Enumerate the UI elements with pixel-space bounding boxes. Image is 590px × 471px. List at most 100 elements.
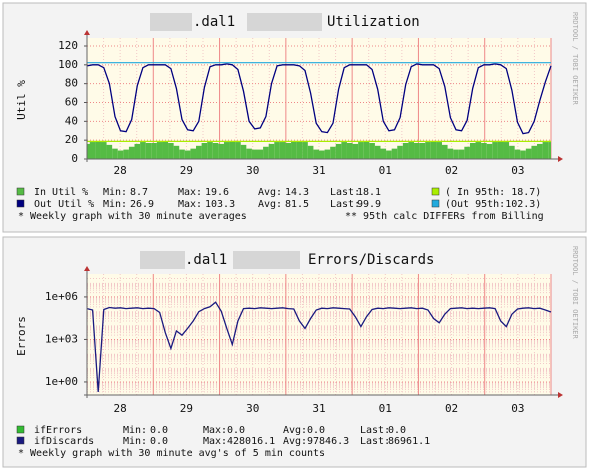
y-tick-label: 20	[65, 133, 78, 146]
blurred-text	[233, 251, 300, 269]
area-bar	[503, 142, 510, 159]
stat-value: 14.3	[285, 187, 309, 198]
area-bar	[537, 143, 543, 159]
area-bar	[128, 146, 135, 159]
area-bar	[201, 142, 208, 159]
percentile-label: (Out 95th:102.3)	[445, 199, 541, 210]
y-tick-label: 1e+00	[45, 375, 78, 388]
side-text: RRDTOOL / TOBI OETIKER	[571, 246, 579, 340]
x-tick-label: 03	[511, 164, 524, 177]
stat-label: Max:	[178, 187, 202, 198]
stat-label: Min:	[103, 187, 127, 198]
x-tick-label: 01	[379, 402, 392, 415]
area-bar	[531, 145, 538, 159]
area-bar	[397, 145, 403, 159]
area-bar	[117, 150, 124, 159]
area-bar	[240, 144, 247, 159]
stat-label: Avg:	[283, 425, 307, 436]
area-bar	[464, 146, 470, 159]
area-bar	[212, 142, 219, 159]
area-bar	[430, 141, 437, 159]
x-tick-label: 02	[445, 164, 458, 177]
area-bar	[486, 143, 493, 159]
area-bar	[324, 149, 331, 159]
y-tick-label: 80	[65, 77, 78, 90]
x-tick-label: 31	[312, 402, 325, 415]
y-axis-label: Errors	[15, 316, 28, 356]
legend-swatch	[431, 199, 440, 208]
area-bar	[402, 142, 409, 159]
area-bar	[419, 142, 426, 159]
legend-label: ifDiscards	[34, 436, 94, 447]
y-tick-label: 1e+03	[45, 332, 78, 345]
area-bar	[257, 149, 264, 159]
area-bar	[469, 142, 476, 159]
x-tick-label: 28	[114, 402, 127, 415]
area-bar	[335, 143, 342, 159]
area-bar	[408, 142, 415, 159]
x-tick-label: 29	[180, 164, 193, 177]
chart-title: Errors/Discards	[308, 252, 434, 268]
area-bar	[229, 141, 236, 159]
x-tick-label: 03	[511, 402, 524, 415]
area-bar	[447, 148, 454, 159]
note: * Weekly graph with 30 minute averages	[18, 211, 247, 222]
area-bar	[263, 146, 269, 159]
area-bar	[425, 142, 431, 159]
stat-label: Max:	[203, 436, 227, 447]
stat-value: 0.0	[150, 436, 168, 447]
area-bar	[246, 148, 252, 159]
stat-label: Min:	[123, 436, 147, 447]
area-bar	[441, 144, 448, 159]
area-bar	[291, 141, 297, 159]
area-bar	[514, 149, 521, 159]
area-bar	[274, 142, 280, 159]
legend-swatch	[16, 199, 25, 208]
chart-title: .dal1	[193, 14, 235, 30]
side-text: RRDTOOL / TOBI OETIKER	[571, 12, 579, 106]
data-line	[86, 301, 552, 392]
area-bar	[196, 145, 202, 159]
x-tick-label: 28	[114, 164, 127, 177]
note: ** 95th calc DIFFERs from Billing	[345, 211, 544, 222]
stat-label: Max:	[203, 425, 227, 436]
area-bar	[319, 150, 325, 159]
area-bar	[330, 146, 336, 159]
area-bar	[380, 148, 387, 159]
area-bar	[341, 142, 347, 159]
stat-value: 0.0	[227, 425, 245, 436]
stat-value: 26.9	[130, 199, 154, 210]
data-line	[86, 63, 552, 135]
stat-value: 103.3	[205, 199, 235, 210]
area-bar	[140, 142, 146, 159]
stat-label: Last:	[360, 425, 390, 436]
stat-value: 0.0	[388, 425, 406, 436]
area-bar	[525, 148, 532, 159]
y-axis-label: Util %	[15, 80, 28, 120]
area-bar	[374, 145, 381, 159]
area-bar	[542, 142, 549, 159]
y-tick-label: 100	[58, 58, 78, 71]
chart-title: .dal1	[185, 252, 227, 268]
x-tick-label: 30	[246, 164, 259, 177]
area-bar	[123, 149, 129, 159]
area-bar	[89, 142, 96, 159]
stat-label: Last:	[330, 187, 360, 198]
area-bar	[453, 149, 459, 159]
stat-value: 99.9	[357, 199, 381, 210]
area-bar	[95, 141, 101, 159]
area-bar	[207, 142, 213, 159]
legend-swatch	[431, 187, 440, 196]
area-bar	[151, 142, 157, 159]
area-bar	[509, 145, 515, 159]
y-axis-arrow	[84, 266, 90, 271]
area-bar	[363, 141, 370, 159]
y-axis-arrow	[84, 30, 90, 35]
area-bar	[358, 142, 364, 159]
area-bar	[156, 142, 163, 159]
stat-value: 0.0	[150, 425, 168, 436]
area-bar	[106, 144, 113, 159]
area-bar	[218, 143, 224, 159]
legend-swatch	[16, 425, 25, 434]
x-tick-label: 29	[180, 402, 193, 415]
